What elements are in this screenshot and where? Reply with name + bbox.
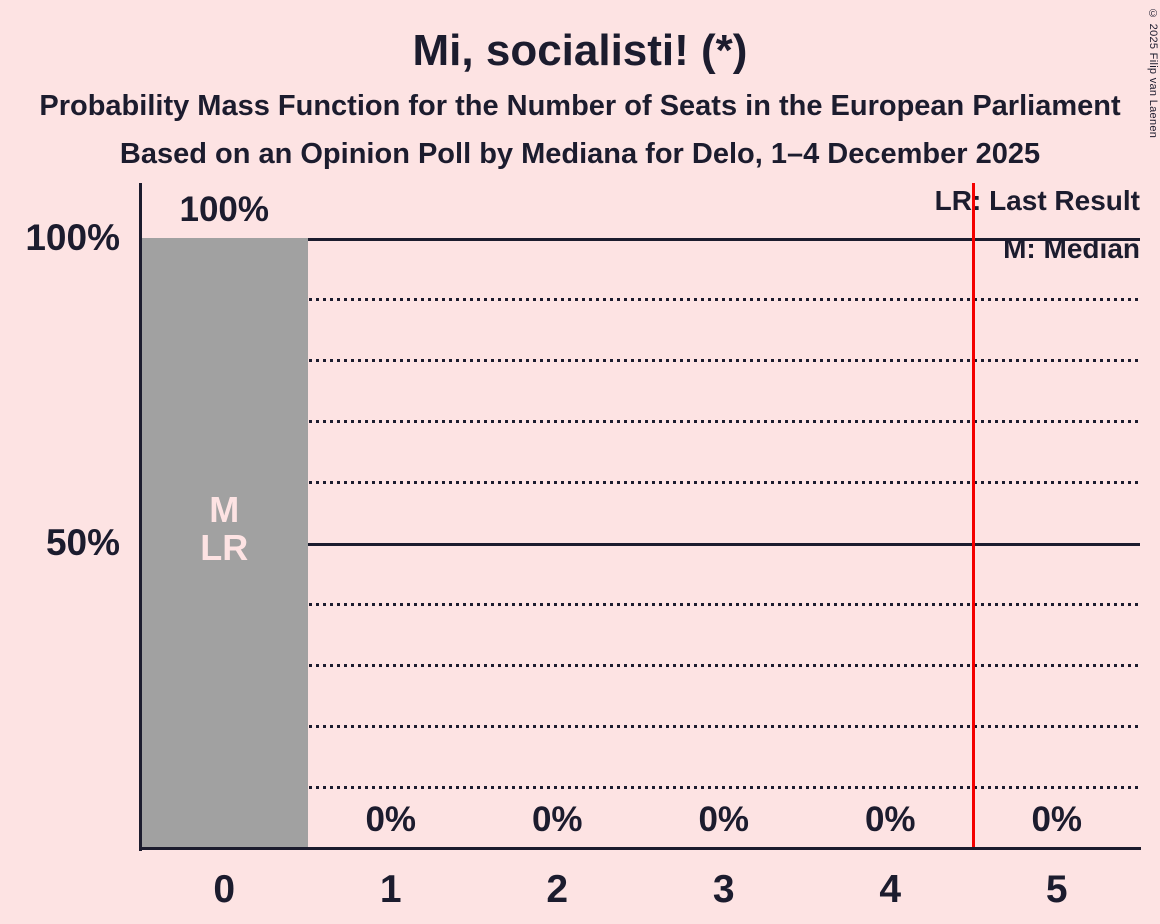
- gridline-dotted-60: [141, 481, 1140, 484]
- red-marker-line: [972, 183, 975, 848]
- gridline-dotted-80: [141, 359, 1140, 362]
- gridline-dotted-30: [141, 664, 1140, 667]
- gridline-dotted-90: [141, 298, 1140, 301]
- chart-poll-details: Based on an Opinion Poll by Mediana for …: [119, 138, 1041, 170]
- x-tick-label-5: 5: [1045, 868, 1068, 911]
- gridline-dotted-70: [141, 420, 1140, 423]
- gridline-dotted-10: [141, 786, 1140, 789]
- x-tick-label-1: 1: [379, 868, 402, 911]
- chart-title: Mi, socialisti! (*): [412, 26, 748, 75]
- y-axis-tick-label-50: 50%: [45, 522, 120, 563]
- gridline-dotted-20: [141, 725, 1140, 728]
- copyright-notice: © 2025 Filip van Laenen: [1147, 8, 1159, 139]
- plot-area: M LR 100% 0% 0% 0% 0% 0%: [141, 183, 1140, 848]
- bar-value-label-1: 0%: [365, 800, 417, 839]
- x-axis-tick-labels: 0 1 2 3 4 5: [141, 868, 1140, 914]
- chart-subtitle: Probability Mass Function for the Number…: [39, 90, 1121, 122]
- bar-value-label-0: 100%: [179, 190, 270, 229]
- y-axis-line: [139, 183, 142, 851]
- legend-last-result-label: LR: Last Result: [934, 185, 1140, 216]
- y-axis-tick-label-100: 100%: [25, 217, 120, 258]
- bar-value-label-2: 0%: [531, 800, 583, 839]
- probability-bar-0: [141, 238, 308, 848]
- last-result-annotation: LR: [200, 527, 249, 568]
- bar-value-label-5: 0%: [1031, 800, 1083, 839]
- bar-value-label-3: 0%: [698, 800, 750, 839]
- median-annotation: M: [209, 489, 240, 530]
- x-tick-label-0: 0: [213, 868, 236, 911]
- gridline-solid-50: [141, 543, 1140, 546]
- gridline-solid-100: [141, 238, 1140, 241]
- x-tick-label-3: 3: [712, 868, 735, 911]
- x-tick-label-2: 2: [546, 868, 569, 911]
- median-last-result-annotation: M LR: [141, 491, 308, 567]
- x-axis-line: [139, 847, 1141, 850]
- x-tick-label-4: 4: [879, 868, 902, 911]
- bar-value-label-4: 0%: [864, 800, 916, 839]
- gridline-dotted-40: [141, 603, 1140, 606]
